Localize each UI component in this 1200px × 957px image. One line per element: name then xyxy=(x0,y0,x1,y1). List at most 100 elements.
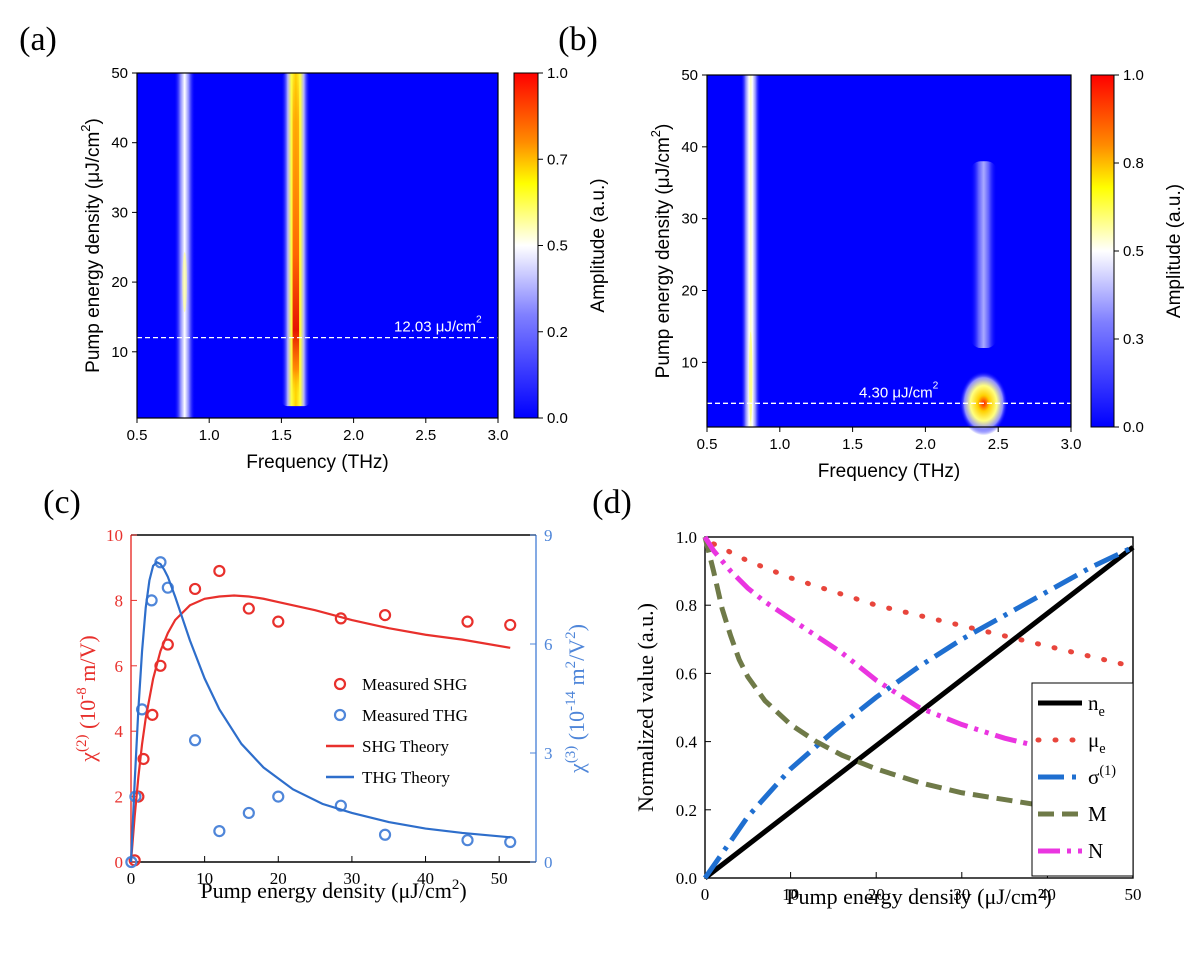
x-tick-label: 30 xyxy=(343,869,360,888)
x-tick-label: 50 xyxy=(491,869,508,888)
heat-band-peak-2.4THz xyxy=(970,161,997,348)
plot-frame xyxy=(706,74,1072,428)
colorbar-tick-label: 0.3 xyxy=(1123,331,1144,348)
y-tick-label: 40 xyxy=(681,139,698,156)
colorbar-tick-label: 0.8 xyxy=(1123,155,1144,172)
x-tick-label: 1.5 xyxy=(842,436,863,453)
x-tick-label: 0.5 xyxy=(127,427,148,444)
legend-label: μe xyxy=(1088,728,1106,757)
x-tick-label: 50 xyxy=(1125,885,1142,904)
series-line-μ-e xyxy=(711,541,1136,670)
marker-measured-shg xyxy=(188,582,202,596)
marker-measured-shg xyxy=(213,564,226,578)
panel-d: 0 10 20 30 40 500.00.20.40.60.81.0neμeσ(1)MNP… xyxy=(592,484,1141,909)
x-tick-label: 3.0 xyxy=(1061,436,1082,453)
x-axis-label-part: ) xyxy=(459,878,466,903)
y-left-axis-label: χ(2) (10-8 m/V) xyxy=(74,635,100,762)
legend-label-part: N xyxy=(1088,839,1103,863)
colorbar-label: Amplitude (a.u.) xyxy=(588,178,609,312)
y-axis-label: Pump energy density (μJ/cm2) xyxy=(648,124,674,379)
legend: ne μe σ(1) MN xyxy=(1031,682,1134,877)
y-right-tick-label: 3 xyxy=(544,744,553,763)
legend-label-part: σ xyxy=(1088,765,1099,789)
y-axis-label-part: Pump energy density (μJ/cm xyxy=(83,132,104,373)
legend-swatch-marker xyxy=(333,708,347,722)
legend-label: ne xyxy=(1088,691,1105,720)
y-left-axis-label-part: (2) xyxy=(74,735,90,752)
colorbar xyxy=(513,72,539,419)
y-right-tick-label: 9 xyxy=(544,526,553,545)
colorbar-tick-label: 0.5 xyxy=(547,238,568,255)
y-right-axis-label-part: (10 xyxy=(564,711,589,746)
x-axis-label: Pump energy density (μJ/cm²) xyxy=(786,884,1051,909)
marker-measured-shg xyxy=(504,618,517,632)
marker-measured-thg xyxy=(504,835,517,849)
y-axis-label: Pump energy density (μJ/cm2) xyxy=(78,118,104,373)
legend-swatch-marker xyxy=(333,677,347,691)
colorbar-tick-label: 0.5 xyxy=(1123,243,1144,260)
legend-label-part: μ xyxy=(1088,728,1099,752)
x-tick-label: 10 xyxy=(782,885,799,904)
marker-measured-shg xyxy=(137,752,150,766)
x-tick-label: 3.0 xyxy=(488,427,509,444)
y-right-axis-label-part: χ xyxy=(564,763,589,774)
marker-measured-shg xyxy=(272,615,285,628)
colorbar-tick-label: 1.0 xyxy=(1123,67,1144,84)
y-right-tick-label: 6 xyxy=(544,635,553,654)
legend-label: M xyxy=(1088,802,1107,826)
colorbar-tick-label: 0.0 xyxy=(547,410,568,427)
heat-band-peak-0.83THz xyxy=(174,73,196,418)
legend-label: Measured SHG xyxy=(362,675,467,694)
legend-label-part: n xyxy=(1088,691,1099,715)
x-axis-label: Pump energy density (μJ/cm2) xyxy=(200,877,466,903)
marker-measured-thg xyxy=(242,806,255,820)
x-tick-label: 1.0 xyxy=(199,427,220,444)
y-tick-label: 0.8 xyxy=(676,596,697,615)
threshold-annotation-part: 4.30 μJ/cm xyxy=(859,384,933,401)
threshold-annotation: 4.30 μJ/cm2 xyxy=(859,380,939,401)
y-axis-label: Normalized value (a.u.) xyxy=(633,603,658,812)
y-left-tick-label: 8 xyxy=(115,591,124,610)
legend-label-part: (1) xyxy=(1099,763,1116,779)
x-axis-label: Frequency (THz) xyxy=(818,461,961,482)
y-tick-label: 20 xyxy=(111,274,128,291)
marker-measured-shg xyxy=(146,708,159,721)
x-tick-label: 0 xyxy=(127,869,136,888)
series-line-σ xyxy=(702,544,1135,880)
colorbar-tick-label: 1.0 xyxy=(547,65,568,82)
y-left-tick-label: 0 xyxy=(115,853,124,872)
marker-measured-shg xyxy=(378,609,392,622)
marker-measured-thg xyxy=(213,825,226,838)
legend-label-part: M xyxy=(1088,802,1107,826)
y-axis-label-part: 2 xyxy=(78,124,93,131)
panel-label: (d) xyxy=(592,484,632,521)
x-tick-label: 2.0 xyxy=(343,427,364,444)
heat-hotspot-peak-0.83THz xyxy=(182,252,187,313)
legend: Measured SHG Measured THG SHG Theory THG Th… xyxy=(326,675,468,787)
marker-measured-thg xyxy=(378,828,392,841)
x-tick-label: 1.0 xyxy=(769,436,790,453)
legend-label: N xyxy=(1088,839,1103,863)
x-tick-label: 20 xyxy=(868,885,885,904)
y-axis-label-part: Pump energy density (μJ/cm xyxy=(653,137,674,378)
x-tick-label: 20 xyxy=(270,869,287,888)
threshold-annotation-part: 2 xyxy=(933,380,939,391)
threshold-annotation-part: 2 xyxy=(476,315,482,326)
x-tick-label: 10 xyxy=(196,869,213,888)
legend-label-part: e xyxy=(1099,704,1105,720)
y-tick-label: 0.6 xyxy=(676,664,697,683)
y-left-axis-label-part: m/V) xyxy=(75,635,100,687)
y-tick-label: 0.0 xyxy=(676,869,697,888)
heat-hotspot-peak-0.8THz xyxy=(748,331,753,422)
x-tick-label: 0 xyxy=(701,885,710,904)
y-tick-label: 30 xyxy=(111,204,128,221)
y-axis-label-part: ) xyxy=(83,118,104,124)
x-tick-label: 2.0 xyxy=(915,436,936,453)
legend-label: σ(1) xyxy=(1088,763,1116,789)
colorbar-tick-label: 0.7 xyxy=(547,151,568,168)
x-tick-label: 2.5 xyxy=(988,436,1009,453)
y-right-axis-label-part: ) xyxy=(564,624,589,631)
y-right-axis-label-part: (3) xyxy=(563,746,579,763)
